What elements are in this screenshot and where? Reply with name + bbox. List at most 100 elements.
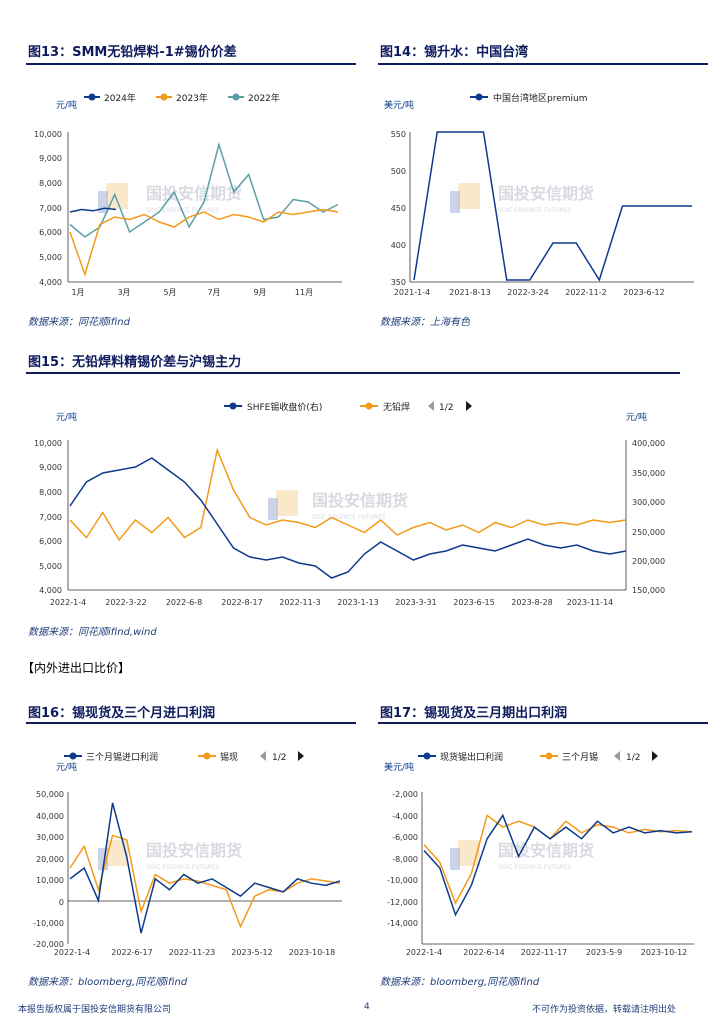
ytick: 350 bbox=[391, 278, 406, 287]
series-spot-line bbox=[69, 834, 341, 929]
chart14-unit: 美元/吨 bbox=[384, 99, 414, 111]
legend-prev-icon[interactable] bbox=[428, 401, 434, 411]
legend-marker-solder bbox=[365, 402, 373, 410]
ytick: -20,000 bbox=[33, 940, 64, 949]
xtick: 2023-5-9 bbox=[586, 948, 622, 957]
xtick: 2022-1-4 bbox=[54, 948, 90, 957]
xtick: 2023-10-18 bbox=[289, 948, 336, 957]
chart16-yticks: 50,000 40,000 30,000 20,000 10,000 0 -10… bbox=[33, 790, 64, 949]
watermark-en: SDIC ESSENCE FUTURES bbox=[146, 864, 220, 871]
chart13-xticks: 1月 3月 5月 7月 9月 11月 bbox=[71, 288, 313, 297]
xtick: 5月 bbox=[163, 288, 176, 297]
ytick: 7,000 bbox=[39, 513, 62, 522]
xtick: 2022-1-4 bbox=[406, 948, 442, 957]
xtick: 2023-10-12 bbox=[641, 948, 688, 957]
watermark-text: 国投安信期货 bbox=[498, 184, 594, 203]
ytick: 10,000 bbox=[34, 439, 62, 448]
ytick: 350,000 bbox=[632, 469, 665, 478]
xtick: 2023-5-12 bbox=[231, 948, 272, 957]
ytick: 30,000 bbox=[36, 833, 64, 842]
legend-2024: 2024年 bbox=[104, 92, 136, 104]
legend-shfe: SHFE锡收盘价(右) bbox=[247, 401, 322, 413]
watermark-text: 国投安信期货 bbox=[498, 841, 594, 860]
series-solder-line bbox=[69, 447, 627, 542]
xtick: 2021-1-4 bbox=[394, 288, 430, 297]
ytick: 10,000 bbox=[36, 876, 64, 885]
ytick: -14,000 bbox=[387, 919, 418, 928]
watermark-text: 国投安信期货 bbox=[146, 184, 242, 203]
chart14-title: 图14：锡升水：中国台湾 bbox=[380, 45, 529, 60]
chart15-source: 数据来源：同花顺ifind,wind bbox=[28, 627, 157, 638]
ytick: 400 bbox=[391, 241, 406, 250]
xtick: 2021-8-13 bbox=[449, 288, 490, 297]
ytick: 9,000 bbox=[39, 463, 62, 472]
ytick: -8,000 bbox=[392, 855, 418, 864]
ytick: 200,000 bbox=[632, 557, 665, 566]
series-premium-line bbox=[413, 131, 692, 282]
xtick: 2022-6-14 bbox=[463, 948, 504, 957]
ytick: 7,000 bbox=[39, 204, 62, 213]
chart15-title: 图15：无铅焊料精锡价差与沪锡主力 bbox=[28, 355, 242, 370]
chart17-yticks: -2,000 -4,000 -6,000 -8,000 -10,000 -12,… bbox=[387, 790, 418, 928]
legend-spot: 锡现 bbox=[220, 752, 238, 763]
legend-marker-2023 bbox=[160, 93, 168, 101]
chart13-rule bbox=[26, 63, 356, 65]
series-3m-import-line bbox=[69, 802, 341, 934]
legend-pager: 1/2 bbox=[626, 753, 640, 763]
ytick: 150,000 bbox=[632, 586, 665, 595]
chart16-xticks: 2022-1-4 2022-6-17 2022-11-23 2023-5-12 … bbox=[54, 948, 335, 957]
legend-premium: 中国台湾地区premium bbox=[493, 92, 588, 104]
watermark-en: SDIC ESSENCE FUTURES bbox=[312, 514, 386, 521]
xtick: 9月 bbox=[253, 288, 266, 297]
chart16-unit: 元/吨 bbox=[56, 761, 77, 773]
chart16-title: 图16：锡现货及三个月进口利润 bbox=[28, 706, 216, 721]
ytick: -12,000 bbox=[387, 898, 418, 907]
xtick: 2023-3-31 bbox=[395, 598, 436, 607]
series-2024-line bbox=[69, 207, 117, 213]
legend-3m-import: 三个月锡进口利润 bbox=[86, 751, 158, 763]
chart17-xticks: 2022-1-4 2022-6-14 2022-11-17 2023-5-9 2… bbox=[406, 948, 687, 957]
footer-disclaimer: 不可作为投资依据，转载请注明出处 bbox=[532, 1005, 677, 1015]
legend-marker-2024 bbox=[88, 93, 96, 101]
xtick: 2022-11-2 bbox=[565, 288, 606, 297]
legend-marker-spot-export bbox=[423, 752, 431, 760]
page-number: 4 bbox=[364, 1002, 370, 1012]
footer-copyright: 本报告版权属于国投安信期货有限公司 bbox=[18, 1005, 172, 1015]
xtick: 2023-8-28 bbox=[511, 598, 552, 607]
chart16-watermark: 国投安信期货 SDIC ESSENCE FUTURES bbox=[98, 840, 242, 871]
chart17: 现货锡出口利润 三个月锡 1/2 美元/吨 -2,000 -4,000 -6,0… bbox=[384, 751, 694, 957]
legend-next-icon[interactable] bbox=[298, 751, 304, 761]
legend-solder: 无铅焊 bbox=[383, 401, 410, 413]
chart17-unit: 美元/吨 bbox=[384, 761, 414, 773]
chart16-source: 数据来源：bloomberg,同花顺ifind bbox=[28, 977, 188, 988]
xtick: 2022-6-8 bbox=[166, 598, 202, 607]
legend-next-icon[interactable] bbox=[652, 751, 658, 761]
ytick: 4,000 bbox=[39, 278, 62, 287]
legend-next-icon[interactable] bbox=[466, 401, 472, 411]
watermark-text: 国投安信期货 bbox=[146, 841, 242, 860]
chart13-yticks: 10,000 9,000 8,000 7,000 6,000 5,000 4,0… bbox=[34, 130, 62, 287]
xtick: 2022-8-17 bbox=[221, 598, 262, 607]
chart14: 中国台湾地区premium 美元/吨 550 500 450 400 350 国… bbox=[384, 92, 694, 297]
xtick: 7月 bbox=[207, 288, 220, 297]
xtick: 2022-11-23 bbox=[169, 948, 216, 957]
chart14-legend: 中国台湾地区premium bbox=[470, 92, 588, 104]
chart17-legend: 现货锡出口利润 三个月锡 1/2 bbox=[418, 751, 658, 763]
chart15-unit-left: 元/吨 bbox=[56, 411, 77, 423]
chart16: 三个月锡进口利润 锡现 1/2 元/吨 50,000 40,000 30,000… bbox=[33, 751, 342, 957]
legend-pager: 1/2 bbox=[272, 753, 286, 763]
legend-2022: 2022年 bbox=[248, 92, 280, 104]
legend-marker-shfe bbox=[229, 402, 237, 410]
legend-spot-export: 现货锡出口利润 bbox=[440, 751, 503, 763]
legend-prev-icon[interactable] bbox=[260, 751, 266, 761]
chart14-yticks: 550 500 450 400 350 bbox=[391, 130, 406, 287]
xtick: 3月 bbox=[117, 288, 130, 297]
xtick: 2022-11-3 bbox=[279, 598, 320, 607]
chart13-unit: 元/吨 bbox=[56, 99, 77, 111]
legend-prev-icon[interactable] bbox=[614, 751, 620, 761]
chart14-source: 数据来源：上海有色 bbox=[380, 317, 470, 328]
legend-marker-2022 bbox=[232, 93, 240, 101]
chart16-legend: 三个月锡进口利润 锡现 1/2 bbox=[64, 751, 304, 763]
series-2023-line bbox=[69, 208, 339, 277]
ytick: -10,000 bbox=[387, 876, 418, 885]
